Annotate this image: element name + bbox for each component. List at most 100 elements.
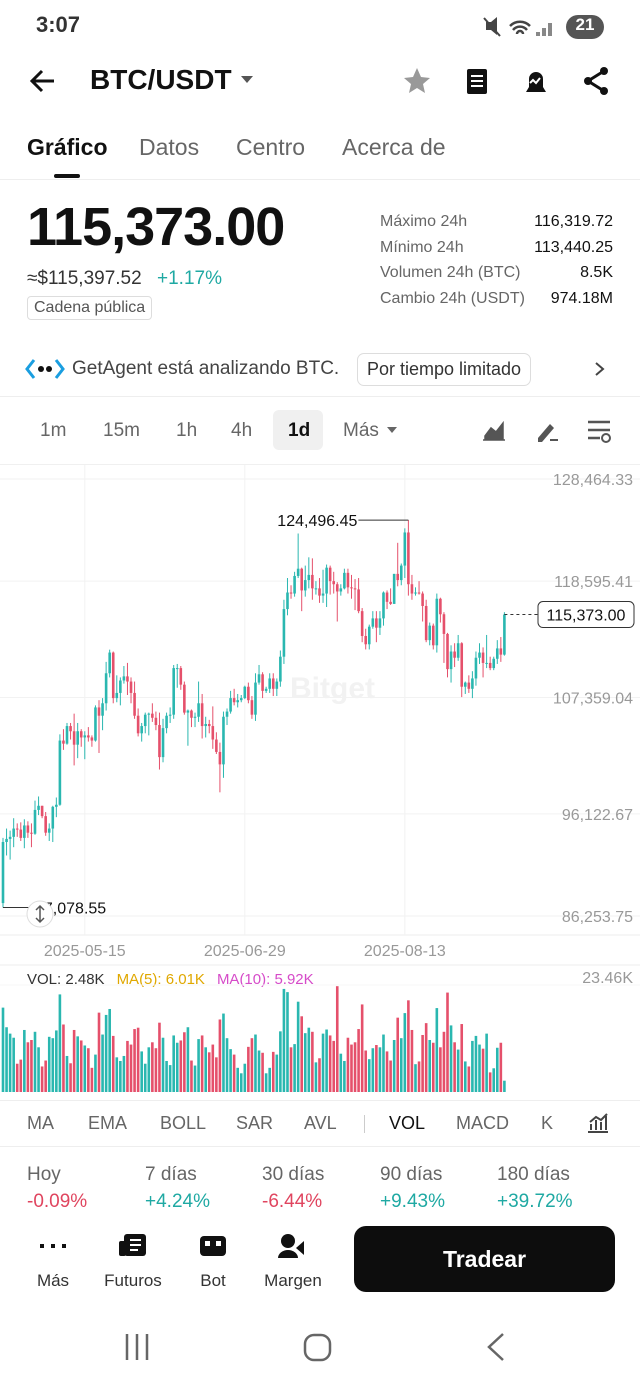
interval-dropdown[interactable] bbox=[387, 426, 397, 434]
volume-bar bbox=[172, 1035, 175, 1092]
trade-button[interactable]: Tradear bbox=[354, 1226, 615, 1292]
interval[interactable]: Más bbox=[343, 420, 379, 441]
share-icon[interactable] bbox=[584, 67, 608, 95]
volume-bar bbox=[403, 1013, 407, 1092]
volume-bar bbox=[325, 1029, 328, 1092]
volume-bar bbox=[300, 1016, 304, 1092]
nav-back[interactable] bbox=[487, 1333, 504, 1361]
tab[interactable]: Gráfico bbox=[27, 134, 108, 160]
candle-body bbox=[303, 580, 307, 591]
interval[interactable]: 1m bbox=[40, 420, 67, 441]
candle-body bbox=[492, 658, 496, 669]
favorite-icon[interactable] bbox=[404, 68, 430, 93]
tab[interactable]: Acerca de bbox=[342, 134, 446, 160]
stat-value: 113,440.25 bbox=[534, 239, 613, 256]
indicator[interactable]: BOLL bbox=[160, 1113, 207, 1133]
indicator[interactable]: EMA bbox=[88, 1113, 128, 1133]
pair-title[interactable]: BTC/USDT bbox=[90, 64, 232, 95]
pair-dropdown[interactable] bbox=[240, 74, 254, 86]
action-label[interactable]: Más bbox=[36, 1271, 70, 1290]
volume-bar bbox=[421, 1034, 424, 1092]
settings-icon[interactable] bbox=[588, 420, 611, 443]
stat-label: Máximo 24h bbox=[380, 213, 468, 230]
interval[interactable]: 1d bbox=[288, 420, 311, 441]
back-button[interactable] bbox=[28, 66, 58, 96]
volume-bar bbox=[371, 1048, 375, 1092]
volume-bar bbox=[15, 1063, 19, 1092]
nav-recents[interactable] bbox=[125, 1334, 149, 1360]
action-label[interactable]: Bot bbox=[200, 1271, 226, 1290]
candle-body bbox=[382, 592, 385, 619]
action-label[interactable]: Margen bbox=[264, 1271, 322, 1290]
candle-body bbox=[122, 676, 126, 681]
volume-bar bbox=[478, 1044, 481, 1092]
candle-body bbox=[350, 587, 353, 589]
indicator[interactable]: K bbox=[541, 1113, 554, 1133]
candle-body bbox=[172, 668, 175, 715]
banner-text[interactable]: GetAgent está analizando BTC. bbox=[72, 358, 340, 379]
volume-bar bbox=[79, 1040, 83, 1092]
candle-body bbox=[463, 682, 467, 687]
candle-body bbox=[104, 673, 108, 704]
candle-body bbox=[268, 678, 271, 689]
volume-bar bbox=[129, 1044, 133, 1092]
volume-bar bbox=[222, 1013, 225, 1092]
candle-body bbox=[140, 726, 143, 734]
candle-body bbox=[435, 598, 439, 646]
price-chart[interactable]: Bitget 86,253.75 96,122.67 107,359.04 118,59… bbox=[0, 460, 640, 1100]
candle-body bbox=[410, 584, 414, 594]
candle-body bbox=[357, 589, 360, 612]
volume-bar bbox=[204, 1047, 207, 1092]
separator bbox=[364, 1115, 365, 1133]
volume-bar bbox=[44, 1060, 47, 1092]
volume-bar bbox=[12, 1037, 15, 1092]
indicator[interactable]: MACD bbox=[456, 1113, 509, 1133]
price-change: +1.17% bbox=[157, 268, 222, 289]
candle-body bbox=[375, 618, 378, 628]
volume-bar bbox=[62, 1024, 65, 1092]
candle-body bbox=[83, 735, 87, 738]
volume-bar bbox=[360, 1004, 364, 1092]
volume-bar bbox=[126, 1040, 129, 1092]
indicator-settings[interactable] bbox=[586, 1112, 610, 1134]
interval[interactable]: 15m bbox=[103, 420, 140, 441]
candle-body bbox=[424, 605, 428, 641]
volume-bar bbox=[428, 1040, 432, 1092]
indicator[interactable]: AVL bbox=[304, 1113, 337, 1133]
candle-body bbox=[314, 588, 318, 590]
chart-style-icon[interactable] bbox=[483, 420, 505, 441]
draw-icon[interactable] bbox=[538, 424, 554, 442]
y-tick-label: 107,359.04 bbox=[553, 691, 633, 708]
candle-body bbox=[158, 725, 161, 758]
stat-label: Cambio 24h (USDT) bbox=[380, 290, 525, 307]
volume-bar bbox=[165, 1060, 168, 1092]
volume-bar bbox=[296, 1001, 300, 1092]
tab[interactable]: Datos bbox=[139, 134, 200, 160]
action-label[interactable]: Futuros bbox=[104, 1271, 162, 1290]
nav-home[interactable] bbox=[303, 1333, 332, 1362]
banner-arrow[interactable] bbox=[594, 361, 606, 377]
volume-bar bbox=[55, 1030, 58, 1092]
candle-body bbox=[225, 711, 229, 717]
volume-bar bbox=[175, 1042, 179, 1092]
banner-button[interactable]: Por tiempo limitado bbox=[357, 353, 532, 386]
period-label: 30 días bbox=[262, 1164, 325, 1185]
x-tick-label: 2025-06-29 bbox=[204, 943, 286, 960]
volume-bar bbox=[179, 1040, 183, 1092]
candle-body bbox=[271, 678, 275, 689]
volume-bar bbox=[353, 1042, 357, 1092]
indicator[interactable]: SAR bbox=[236, 1113, 274, 1133]
interval[interactable]: 1h bbox=[176, 420, 198, 441]
tab[interactable]: Centro bbox=[236, 134, 306, 160]
volume-bar bbox=[101, 1034, 104, 1092]
chain-tag[interactable]: Cadena pública bbox=[27, 296, 153, 320]
volume-bar bbox=[314, 1062, 318, 1092]
indicator[interactable]: VOL bbox=[389, 1113, 426, 1133]
candle-body bbox=[37, 805, 40, 810]
interval[interactable]: 4h bbox=[231, 420, 253, 441]
candle-body bbox=[207, 723, 211, 727]
indicator[interactable]: MA bbox=[27, 1113, 54, 1133]
candle-body bbox=[446, 633, 449, 670]
period-label: Hoy bbox=[27, 1164, 61, 1185]
candle-body bbox=[321, 593, 325, 596]
